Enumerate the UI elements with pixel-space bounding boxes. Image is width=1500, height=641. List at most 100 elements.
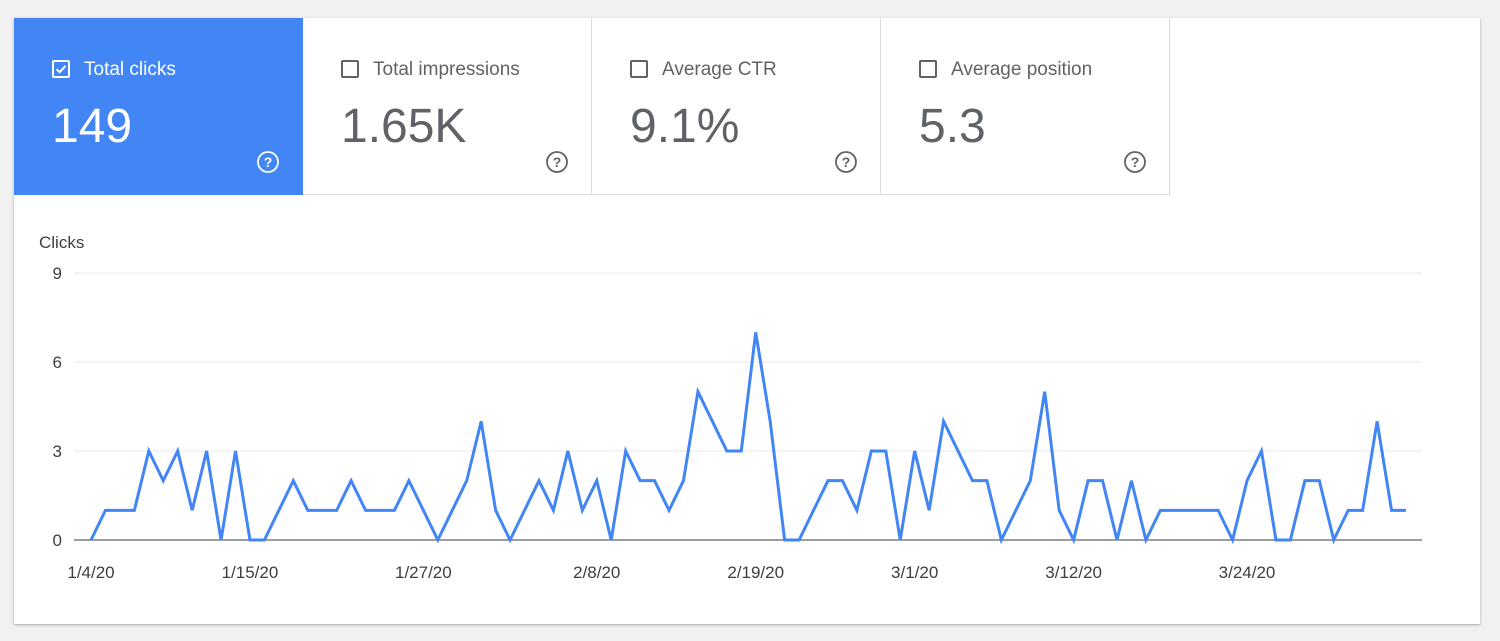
metric-label: Average position	[951, 59, 1093, 80]
metric-average-position[interactable]: Average position 5.3 ?	[881, 18, 1170, 195]
data-point	[725, 450, 728, 453]
data-point	[494, 509, 497, 512]
metric-label: Total clicks	[84, 59, 176, 80]
data-point	[1087, 479, 1090, 482]
data-point	[1231, 539, 1234, 542]
data-point	[1390, 509, 1393, 512]
data-point	[90, 539, 93, 542]
metric-total-clicks[interactable]: Total clicks 149 ?	[14, 18, 303, 195]
x-tick-label: 1/15/20	[222, 563, 279, 582]
data-point	[711, 420, 714, 423]
metric-label: Total impressions	[373, 59, 520, 80]
data-point	[1144, 539, 1147, 542]
data-point	[769, 420, 772, 423]
data-point	[1289, 539, 1292, 542]
data-point	[1072, 539, 1075, 542]
data-point	[1405, 509, 1408, 512]
data-point	[841, 479, 844, 482]
data-point	[1101, 479, 1104, 482]
metric-label: Average CTR	[662, 59, 777, 80]
x-tick-label: 3/1/20	[891, 563, 938, 582]
data-point	[1058, 509, 1061, 512]
data-point	[393, 509, 396, 512]
svg-text:?: ?	[264, 154, 273, 170]
data-point	[855, 509, 858, 512]
data-point	[537, 479, 540, 482]
data-point	[263, 539, 266, 542]
checkbox-icon[interactable]	[341, 60, 359, 78]
data-point	[1000, 539, 1003, 542]
data-point	[1376, 420, 1379, 423]
svg-text:?: ?	[1131, 154, 1140, 170]
x-tick-label: 3/24/20	[1219, 563, 1276, 582]
performance-card: Total clicks 149 ? Total impressions 1.6…	[14, 18, 1480, 624]
data-point	[306, 509, 309, 512]
data-point	[1303, 479, 1306, 482]
x-tick-label: 1/4/20	[67, 563, 114, 582]
data-point	[1029, 479, 1032, 482]
y-tick-label: 3	[53, 442, 62, 461]
checkbox-icon[interactable]	[919, 60, 937, 78]
data-point	[234, 450, 237, 453]
data-point	[1217, 509, 1220, 512]
data-point	[1115, 539, 1118, 542]
data-point	[1159, 509, 1162, 512]
data-point	[928, 509, 931, 512]
metric-value: 149	[52, 100, 133, 153]
data-point	[1318, 479, 1321, 482]
help-circle-icon[interactable]: ?	[835, 151, 857, 173]
data-point	[1043, 390, 1046, 393]
help-circle-icon[interactable]: ?	[546, 151, 568, 173]
y-axis-title: Clicks	[39, 233, 85, 252]
data-point	[610, 539, 613, 542]
data-point	[1246, 479, 1249, 482]
data-point	[624, 450, 627, 453]
y-tick-label: 9	[53, 264, 62, 283]
data-point	[1173, 509, 1176, 512]
data-point	[379, 509, 382, 512]
data-point	[942, 420, 945, 423]
data-point	[913, 450, 916, 453]
clicks-chart: Clicks 0 3 6 9 1/4/20 1/15/20 1/27/20 2/8/20 2/1…	[14, 213, 1480, 613]
metric-value: 9.1%	[630, 100, 740, 153]
data-point	[220, 539, 223, 542]
y-tick-label: 0	[53, 531, 62, 550]
metric-value: 5.3	[919, 100, 986, 153]
data-point	[321, 509, 324, 512]
data-point	[422, 509, 425, 512]
checkbox-icon[interactable]	[630, 60, 648, 78]
data-point	[292, 479, 295, 482]
data-point	[407, 479, 410, 482]
data-point	[523, 509, 526, 512]
data-point	[552, 509, 555, 512]
data-point	[133, 509, 136, 512]
data-point	[639, 479, 642, 482]
data-point	[277, 509, 280, 512]
data-point	[248, 539, 251, 542]
data-point	[812, 509, 815, 512]
data-point	[595, 479, 598, 482]
metric-total-impressions[interactable]: Total impressions 1.65K ?	[303, 18, 592, 195]
data-point	[696, 390, 699, 393]
data-point	[1332, 539, 1335, 542]
data-point	[191, 509, 194, 512]
data-point	[870, 450, 873, 453]
checkbox-icon[interactable]	[52, 60, 70, 78]
data-point	[465, 479, 468, 482]
x-tick-label: 3/12/20	[1045, 563, 1102, 582]
data-point	[884, 450, 887, 453]
data-point	[1347, 509, 1350, 512]
help-circle-icon[interactable]: ?	[1124, 151, 1146, 173]
x-tick-label: 2/19/20	[727, 563, 784, 582]
data-point	[364, 509, 367, 512]
data-point	[740, 450, 743, 453]
data-point	[436, 539, 439, 542]
metric-average-ctr[interactable]: Average CTR 9.1% ?	[592, 18, 881, 195]
data-point	[798, 539, 801, 542]
data-point	[957, 450, 960, 453]
data-point	[566, 450, 569, 453]
data-point	[1202, 509, 1205, 512]
data-point	[653, 479, 656, 482]
data-point	[985, 479, 988, 482]
help-circle-icon[interactable]: ?	[257, 151, 279, 173]
